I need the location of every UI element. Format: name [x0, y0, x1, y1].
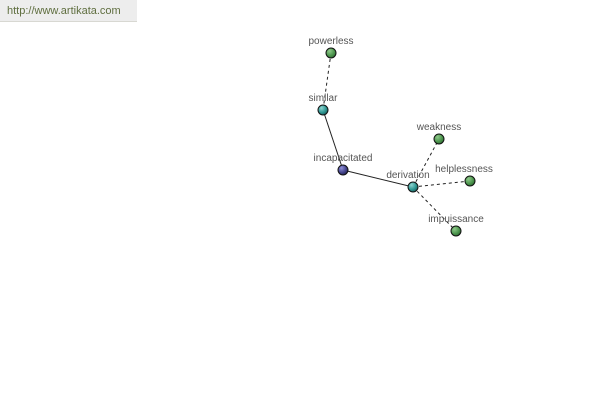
- svg-text:helplessness: helplessness: [435, 164, 493, 175]
- svg-text:incapacitated: incapacitated: [314, 153, 373, 164]
- svg-text:impuissance: impuissance: [428, 214, 484, 225]
- svg-text:weakness: weakness: [416, 122, 461, 133]
- svg-text:powerless: powerless: [308, 36, 353, 47]
- svg-text:similar: similar: [309, 93, 339, 104]
- svg-text:derivation: derivation: [386, 170, 429, 181]
